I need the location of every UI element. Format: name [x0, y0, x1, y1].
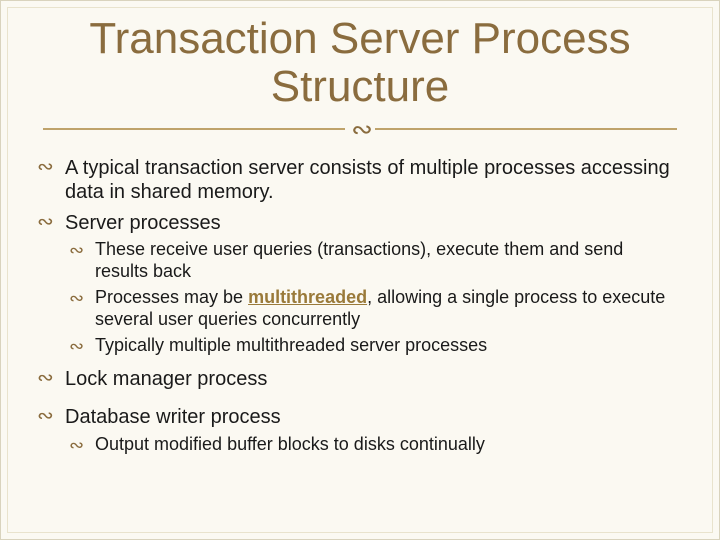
bullet-icon: ∾ — [37, 368, 54, 388]
list-item-text-pre: Processes may be — [95, 287, 248, 307]
bullet-icon: ∾ — [69, 289, 84, 307]
slide: Transaction Server Process Structure ∾ ∾… — [0, 0, 720, 540]
list-item-text: Server processes — [65, 212, 221, 234]
sub-bullet-list: ∾ Output modified buffer blocks to disks… — [65, 434, 679, 456]
list-item: ∾ These receive user queries (transactio… — [69, 239, 679, 283]
list-item: ∾ Processes may be multithreaded, allowi… — [69, 287, 679, 331]
bullet-icon: ∾ — [37, 406, 54, 426]
sub-bullet-list: ∾ These receive user queries (transactio… — [65, 239, 679, 357]
list-item-text: Lock manager process — [65, 368, 267, 390]
list-item: ∾ Output modified buffer blocks to disks… — [69, 434, 679, 456]
list-item: ∾ Typically multiple multithreaded serve… — [69, 335, 679, 357]
bullet-icon: ∾ — [37, 212, 54, 232]
divider-line-left — [43, 128, 345, 130]
list-item-text: Output modified buffer blocks to disks c… — [95, 434, 485, 454]
bullet-icon: ∾ — [69, 241, 84, 259]
list-item-text: A typical transaction server consists of… — [65, 157, 670, 203]
keyword-multithreaded: multithreaded — [248, 287, 367, 307]
flourish-icon: ∾ — [345, 116, 375, 142]
slide-title: Transaction Server Process Structure — [31, 15, 689, 110]
bullet-icon: ∾ — [69, 337, 84, 355]
list-item: ∾ Lock manager process — [37, 367, 679, 391]
list-item: ∾ Server processes ∾ These receive user … — [37, 211, 679, 357]
slide-body: ∾ A typical transaction server consists … — [31, 156, 689, 456]
list-item: ∾ Database writer process ∾ Output modif… — [37, 405, 679, 455]
title-divider: ∾ — [43, 116, 677, 142]
list-item-text: These receive user queries (transactions… — [95, 239, 623, 281]
list-item: ∾ A typical transaction server consists … — [37, 156, 679, 205]
divider-line-right — [375, 128, 677, 130]
bullet-list: ∾ A typical transaction server consists … — [37, 156, 679, 456]
list-item-text: Database writer process — [65, 406, 281, 428]
bullet-icon: ∾ — [69, 436, 84, 454]
bullet-icon: ∾ — [37, 157, 54, 177]
list-item-text: Typically multiple multithreaded server … — [95, 335, 487, 355]
